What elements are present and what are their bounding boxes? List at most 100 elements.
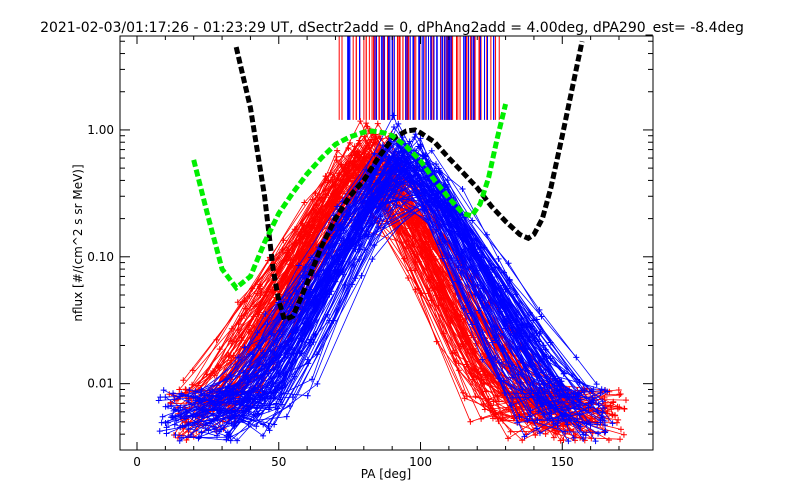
series-red-point [435, 274, 442, 281]
series-blue-point [601, 417, 608, 424]
series-red-point [405, 274, 412, 281]
series-red-point [461, 395, 468, 402]
series-red-point [605, 437, 612, 444]
series-blue-point [510, 332, 517, 339]
series-blue-point [540, 342, 547, 349]
series-blue-point [536, 430, 543, 437]
series-blue-point [273, 400, 280, 407]
series-blue-point [365, 204, 372, 211]
series-red-point [519, 437, 526, 444]
series-blue-line [211, 195, 605, 411]
series-red-point [421, 225, 428, 232]
series-red-point [616, 404, 623, 411]
series-blue-point [571, 400, 578, 407]
series-blue-point [358, 272, 365, 279]
series-blue-point [225, 434, 232, 441]
series-blue-point [168, 402, 175, 409]
series-blue-point [539, 403, 546, 410]
series-blue-point [401, 166, 408, 173]
series-blue-point [415, 181, 422, 188]
series-blue-point [459, 185, 466, 192]
series-red-point [481, 406, 488, 413]
series-blue-point [594, 421, 601, 428]
series-red-point [412, 267, 419, 274]
series-blue-point [170, 407, 177, 414]
series-blue-point [266, 404, 273, 411]
series-red-point [301, 199, 308, 206]
series-blue-point [501, 390, 508, 397]
series-blue-point [175, 407, 182, 414]
series-blue-point [597, 389, 604, 396]
series-blue-point [228, 420, 235, 427]
y-tick-label: 1.00 [87, 123, 114, 137]
series-blue-point [598, 386, 605, 393]
series-blue-point [597, 419, 604, 426]
series-blue-point [334, 203, 341, 210]
series-red-point [347, 139, 354, 146]
series-blue-point [254, 384, 261, 391]
series-blue-point [186, 386, 193, 393]
series-red-point [297, 228, 304, 235]
series-blue-point [428, 147, 435, 154]
series-red-point [311, 229, 318, 236]
series-blue-point [500, 377, 507, 384]
series-blue-point [163, 424, 170, 431]
series-red-point [211, 372, 218, 379]
series-blue-point [469, 217, 476, 224]
series-blue-point [390, 140, 397, 147]
series-blue-point [505, 302, 512, 309]
series-red-point [481, 380, 488, 387]
series-blue-point [165, 403, 172, 410]
series-blue-point [254, 372, 261, 379]
series-blue-point [260, 432, 267, 439]
series-blue-point [435, 202, 442, 209]
series-red-point [285, 276, 292, 283]
series-blue-point [517, 379, 524, 386]
series-red-point [314, 211, 321, 218]
y-tick-label: 0.01 [87, 377, 114, 391]
series-blue-point [395, 120, 402, 127]
series-blue-point [156, 428, 163, 435]
series-red-point [617, 390, 624, 397]
series-red-point [180, 377, 187, 384]
series-blue-point [162, 394, 169, 401]
series-red-point [615, 387, 622, 394]
series-blue-point [514, 419, 521, 426]
series-blue-point [209, 407, 216, 414]
series-blue-point [227, 437, 234, 444]
series-blue-point [535, 408, 542, 415]
series-blue-point [211, 426, 218, 433]
series-blue-point [250, 351, 257, 358]
series-blue-point [245, 408, 252, 415]
series-blue-point [216, 388, 223, 395]
series-red-point [433, 338, 440, 345]
series-blue-point [560, 370, 567, 377]
series-blue-point [558, 378, 565, 385]
series-blue-point [373, 186, 380, 193]
series-blue-point [231, 423, 238, 430]
series-red-point [360, 157, 367, 164]
series-blue-point [482, 265, 489, 272]
series-green-dashed-curve [191, 103, 509, 292]
series-blue-point [172, 431, 179, 438]
series-blue-point [250, 398, 257, 405]
series-blue-point [275, 370, 282, 377]
series-blue-point [297, 311, 304, 318]
series-blue-point [417, 135, 424, 142]
series-blue-point [412, 131, 419, 138]
series-blue-point [536, 330, 543, 337]
series-red-point [322, 173, 329, 180]
series-red-point [235, 327, 242, 334]
series-red-point [342, 161, 349, 168]
series-blue-point [190, 411, 197, 418]
series-blue-point [390, 112, 397, 119]
series-blue-point [352, 275, 359, 282]
series-blue-point [593, 381, 600, 388]
series-blue-point [514, 321, 521, 328]
series-blue-point [314, 380, 321, 387]
series-red-point [401, 255, 408, 262]
series-blue-point [555, 415, 562, 422]
series-blue-point [459, 260, 466, 267]
series-blue-point [253, 423, 260, 430]
x-tick-label: 50 [271, 455, 286, 469]
